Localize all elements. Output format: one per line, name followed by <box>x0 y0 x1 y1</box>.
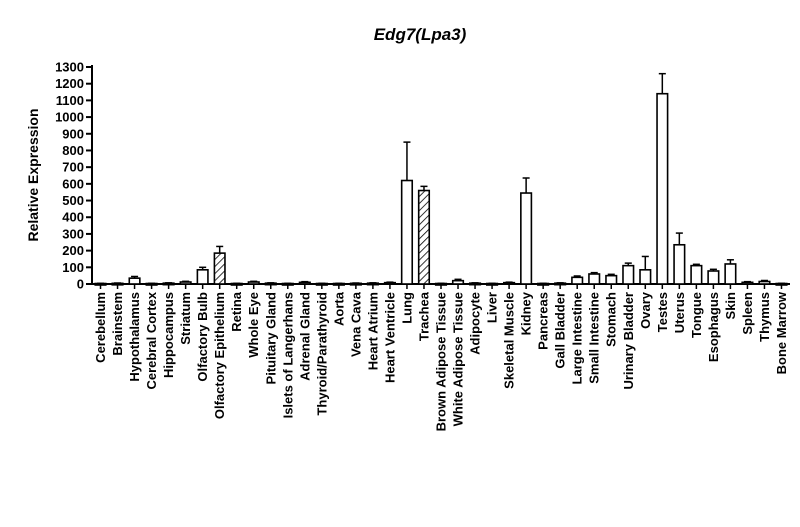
y-tick-label: 100 <box>62 260 84 275</box>
x-tick-label: Vena Cava <box>348 291 363 357</box>
x-tick-label: Trachea <box>416 291 431 341</box>
bar <box>690 264 703 285</box>
x-tick-label: Spleen <box>740 292 755 335</box>
y-tick-label: 700 <box>62 160 84 175</box>
x-tick-label: Pituitary Gland <box>263 292 278 385</box>
bar <box>417 189 431 285</box>
y-tick-label: 300 <box>62 226 84 241</box>
x-tick-label: Large Intestine <box>570 292 585 384</box>
y-tick-label: 800 <box>62 143 84 158</box>
x-tick-label: Thymus <box>757 292 772 342</box>
y-tick-label: 500 <box>62 193 84 208</box>
bar <box>605 274 618 285</box>
x-tick-label: Brown Adipose Tissue <box>434 292 449 431</box>
x-tick-label: White Adipose Tissue <box>451 292 466 426</box>
bar <box>400 179 414 285</box>
x-tick-label: Adipocyte <box>468 292 483 355</box>
x-tick-label: Olfactory Epithelium <box>212 292 227 419</box>
x-tick-label: Whole Eye <box>246 292 261 358</box>
x-tick-label: Brainstem <box>110 292 125 356</box>
bar <box>741 281 754 285</box>
bar <box>622 264 635 285</box>
x-tick-label: Hypothalamus <box>127 292 142 382</box>
x-tick-label: Pancreas <box>536 292 551 350</box>
x-tick-label: Cerebral Cortex <box>144 291 159 389</box>
x-tick-label: Heart Atrium <box>365 292 380 370</box>
y-tick-label: 0 <box>77 277 84 292</box>
x-tick-label: Ovary <box>638 291 653 329</box>
x-tick-label: Lung <box>399 292 414 324</box>
x-tick-label: Stomach <box>604 292 619 347</box>
x-tick-label: Urinary Bladder <box>621 292 636 390</box>
y-tick-label: 1100 <box>56 93 84 108</box>
y-tick-label: 1200 <box>55 76 84 91</box>
bar <box>656 92 669 285</box>
x-tick-label: Liver <box>485 292 500 323</box>
x-tick-label: Kidney <box>519 291 534 335</box>
x-tick-label: Hippocampus <box>161 292 176 378</box>
bar <box>196 269 209 285</box>
x-tick-label: Esophagus <box>706 292 721 362</box>
bar <box>673 243 686 285</box>
y-tick-label: 400 <box>62 210 84 225</box>
bar <box>520 192 533 285</box>
bar <box>724 263 737 285</box>
y-tick-label: 1000 <box>55 110 84 125</box>
y-tick-label: 1300 <box>55 60 84 75</box>
x-tick-label: Thyroid/Parathyroid <box>314 292 329 416</box>
bar <box>707 270 720 285</box>
x-tick-label: Uterus <box>672 292 687 333</box>
bar <box>588 273 601 285</box>
bar <box>128 277 141 285</box>
y-tick-label: 900 <box>62 126 84 141</box>
x-tick-label: Testes <box>655 292 670 332</box>
x-tick-label: Retina <box>229 291 244 332</box>
y-axis-label: Relative Expression <box>25 108 41 241</box>
bar <box>247 281 260 285</box>
bar <box>451 279 465 285</box>
bar <box>179 281 192 285</box>
bar <box>571 276 584 285</box>
y-tick-label: 600 <box>62 176 84 191</box>
bar <box>758 280 771 285</box>
bar <box>639 269 652 285</box>
x-tick-label: Olfactory Bulb <box>195 292 210 382</box>
x-tick-label: Skeletal Muscle <box>502 292 517 389</box>
chart-title: Edg7(Lpa3) <box>374 25 467 44</box>
x-tick-label: Skin <box>723 292 738 320</box>
x-tick-label: Aorta <box>331 291 346 326</box>
x-tick-label: Heart Ventricle <box>382 292 397 383</box>
x-tick-label: Adrenal Gland <box>297 292 312 381</box>
y-tick-label: 200 <box>62 243 84 258</box>
x-tick-label: Gall Bladder <box>553 292 568 369</box>
x-tick-label: Bone Marrow <box>774 291 789 374</box>
x-tick-label: Tongue <box>689 292 704 338</box>
bar <box>298 281 311 285</box>
bar <box>213 252 226 285</box>
x-tick-label: Striatum <box>178 292 193 345</box>
x-tick-label: Islets of Langerhans <box>280 292 295 418</box>
x-tick-label: Cerebellum <box>93 292 108 363</box>
x-tick-label: Small Intestine <box>587 292 602 384</box>
